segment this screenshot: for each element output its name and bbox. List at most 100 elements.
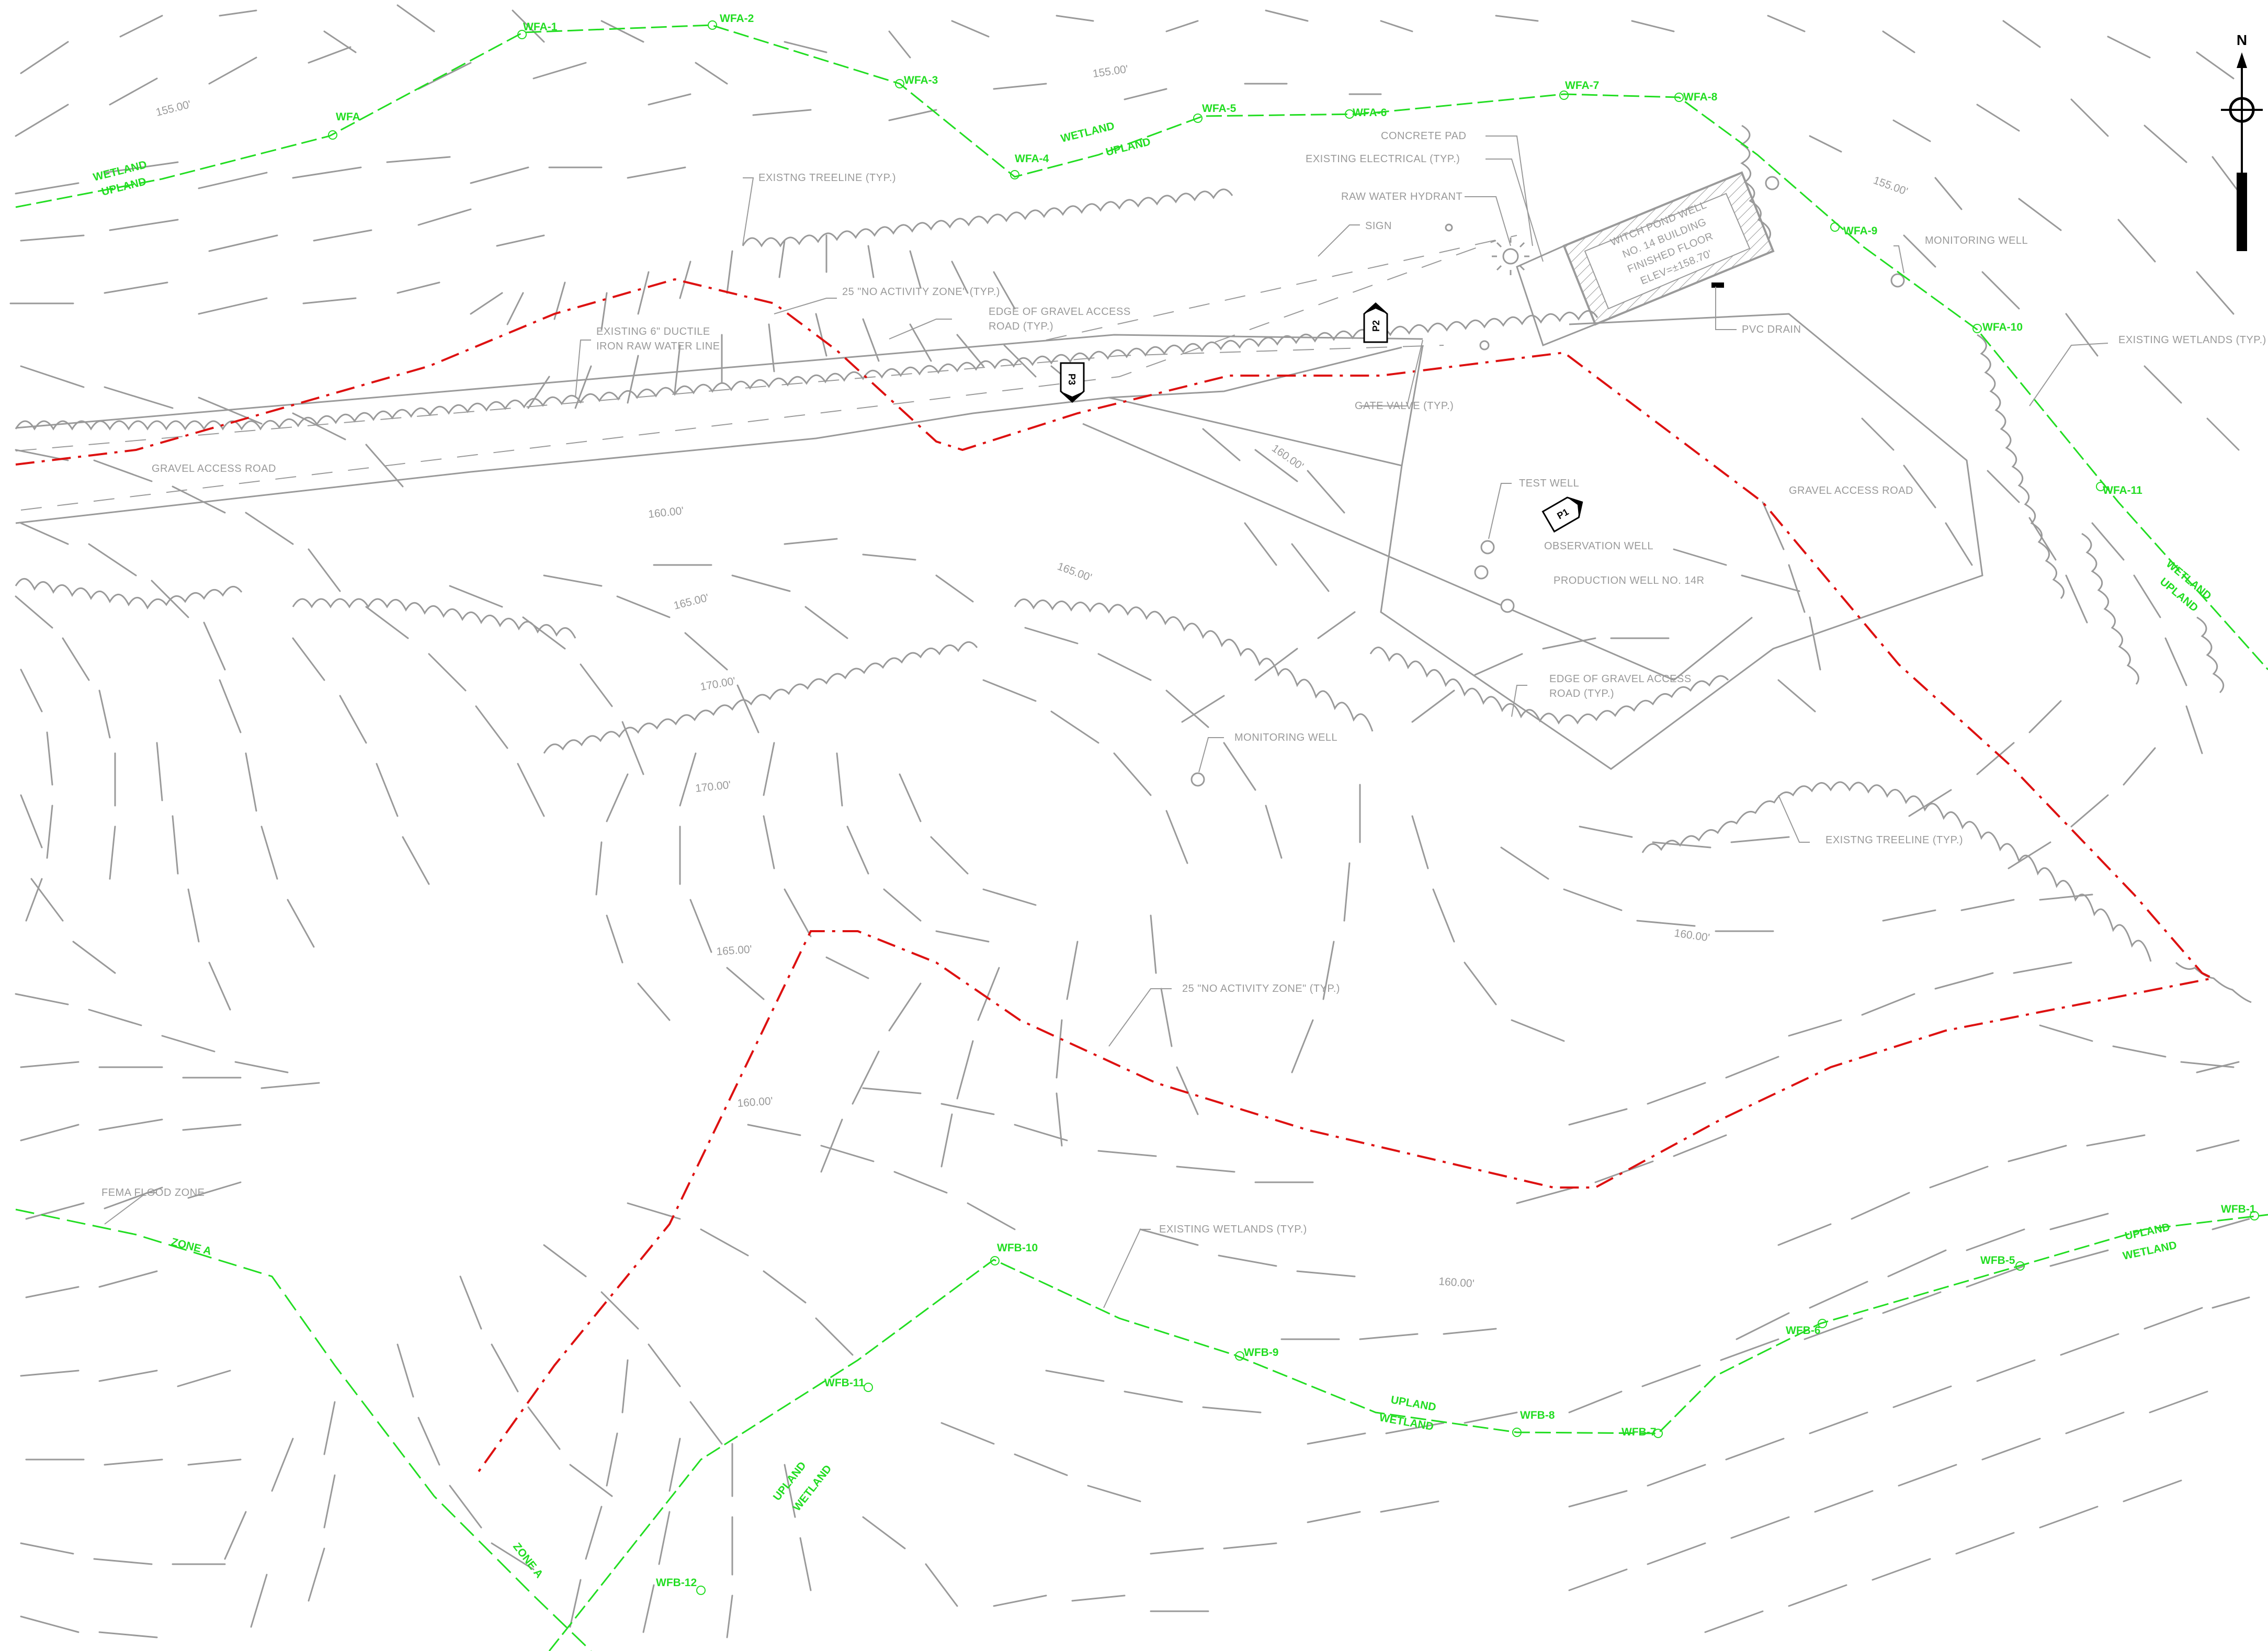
- hydrant-label: RAW WATER HYDRANT: [1341, 191, 1462, 202]
- gravel-access-road: [15, 313, 1983, 770]
- flag-marker: [328, 130, 337, 140]
- raw-water-line: [15, 345, 1444, 451]
- production-well-icon: [1500, 598, 1515, 613]
- monitoring-well-icon: [1765, 176, 1779, 190]
- fema-label: FEMA FLOOD ZONE: [101, 1187, 205, 1198]
- flag-marker: [990, 1256, 1000, 1265]
- photo-points: P1 P2 P3: [1060, 302, 1583, 533]
- flag-label: WFA-10: [1982, 321, 2023, 333]
- gate-valve-label: GATE VALVE (TYP.): [1355, 400, 1454, 412]
- production-well-label: PRODUCTION WELL NO. 14R: [1553, 575, 1705, 586]
- flag-label: WFB-11: [824, 1377, 865, 1389]
- pvc-drain-icon: [1711, 282, 1724, 288]
- flag-label: WFB-9: [1244, 1347, 1279, 1359]
- road-edge-label: ROAD (TYP.): [1549, 688, 1614, 699]
- flag-label: WFB-10: [997, 1242, 1038, 1254]
- flag-label: WFA-11: [2103, 484, 2142, 496]
- flag-marker: [1818, 1319, 1827, 1328]
- flag-label: WFA-5: [1202, 103, 1237, 115]
- pvc-drain-label: PVC DRAIN: [1742, 324, 1801, 335]
- flag-label: WFA-6: [1353, 107, 1387, 119]
- flag-marker: [895, 79, 904, 88]
- flag-label: WFA-4: [1015, 153, 1049, 165]
- monitoring-well-label: MONITORING WELL: [1234, 732, 1337, 743]
- no-activity-label: 25 "NO ACTIVITY ZONE" (TYP.): [842, 286, 1000, 298]
- observation-well-icon: [1474, 565, 1489, 580]
- road-label: GRAVEL ACCESS ROAD: [1789, 485, 1913, 496]
- flag-label: WFA-7: [1565, 80, 1599, 92]
- topographic-contours: [9, 4, 2250, 1638]
- photo-point-p1: P1: [1541, 496, 1583, 533]
- sign-icon: [1445, 223, 1453, 232]
- flag-label: WFB-6: [1786, 1325, 1821, 1337]
- monitoring-well-label: MONITORING WELL: [1925, 235, 2028, 246]
- north-label: N: [2237, 32, 2247, 48]
- contour-label: 160.00': [1438, 1275, 1475, 1290]
- flag-marker: [708, 20, 717, 30]
- flag-marker: [2096, 482, 2105, 491]
- fema-flood-zone: [15, 1208, 592, 1651]
- existing-treelines: [15, 125, 2252, 1003]
- flag-label: WFA: [336, 111, 360, 123]
- flag-marker: [1653, 1429, 1663, 1438]
- wetland-line-a: [15, 24, 2268, 670]
- leader-lines: [104, 135, 2108, 1308]
- flag-label: WFA-2: [720, 13, 754, 25]
- north-arrow: N: [2221, 32, 2263, 251]
- water-line-label: EXISTING 6" DUCTILE: [596, 326, 710, 337]
- flag-marker: [696, 1586, 706, 1595]
- observation-well-label: OBSERVATION WELL: [1544, 540, 1653, 552]
- photo-point-label: P2: [1371, 320, 1381, 332]
- flag-marker: [1235, 1351, 1244, 1361]
- contour-label: 160.00': [737, 1095, 774, 1110]
- monitoring-well-icon: [1890, 273, 1905, 288]
- utility-lines: [15, 235, 1517, 511]
- road-label: GRAVEL ACCESS ROAD: [152, 463, 276, 474]
- water-line-label: IRON RAW WATER LINE: [596, 341, 720, 352]
- photo-point-label: P3: [1067, 374, 1077, 385]
- electrical-label: EXISTING ELECTRICAL (TYP.): [1306, 153, 1460, 165]
- flag-marker: [1972, 324, 1982, 333]
- flag-marker: [517, 30, 527, 39]
- concrete-pad: [1516, 244, 1596, 346]
- electrical-line-north: [1046, 235, 1517, 341]
- wetland-flag-markers: [328, 20, 2259, 1595]
- flag-label: WFB-12: [656, 1577, 697, 1589]
- flag-label: WFA-3: [904, 74, 938, 86]
- well-building: WITCH POND WELL NO. 14 BUILDING FINISHED…: [1445, 171, 1775, 350]
- photo-point-p2: P2: [1363, 302, 1388, 343]
- flag-label: WFA-8: [1683, 91, 1718, 103]
- wetlands-label: EXISTING WETLANDS (TYP.): [2118, 334, 2266, 346]
- plan-annotations: EXISTNG TREELINE (TYP.) 25 "NO ACTIVITY …: [101, 130, 2266, 1235]
- test-well-icon: [1480, 540, 1495, 555]
- north-arrow-icon: [2237, 52, 2247, 68]
- flag-label: WFB-5: [1980, 1254, 2015, 1266]
- flag-marker: [1010, 170, 1019, 179]
- sign-label: SIGN: [1365, 220, 1392, 232]
- road-edge-label: ROAD (TYP.): [989, 321, 1053, 332]
- gate-valve-icon: [1479, 340, 1490, 350]
- wetland-boundaries: [15, 24, 2268, 1651]
- road-edge-label: EDGE OF GRAVEL ACCESS: [989, 306, 1131, 318]
- no-activity-zone: [15, 278, 2216, 1476]
- flag-label: WFB-7: [1621, 1426, 1657, 1438]
- flag-marker: [1512, 1428, 1522, 1437]
- flag-marker: [1559, 91, 1569, 100]
- monitoring-well-icon: [1190, 772, 1205, 787]
- flag-label: WFB-8: [1520, 1409, 1555, 1421]
- no-activity-label: 25 "NO ACTIVITY ZONE" (TYP.): [1182, 983, 1340, 994]
- flag-marker: [2250, 1211, 2259, 1220]
- wetland-flag-labels: WFA-1 WFA-2 WFA-3 WFA WFA-4 WFA-5 WFA-6 …: [336, 13, 2256, 1589]
- road-edge-label: EDGE OF GRAVEL ACCESS: [1549, 673, 1692, 685]
- test-well-label: TEST WELL: [1519, 478, 1579, 489]
- flag-marker: [1674, 93, 1684, 102]
- flag-marker: [1830, 222, 1840, 232]
- photo-point-p3: P3: [1060, 362, 1085, 403]
- wells: [1190, 176, 1905, 787]
- flag-label: WFA-9: [1843, 225, 1877, 237]
- flag-marker: [1345, 109, 1354, 119]
- concrete-pad-label: CONCRETE PAD: [1381, 130, 1466, 142]
- contour-label: 165.00': [716, 943, 753, 958]
- treeline-label: EXISTNG TREELINE (TYP.): [1825, 834, 1963, 846]
